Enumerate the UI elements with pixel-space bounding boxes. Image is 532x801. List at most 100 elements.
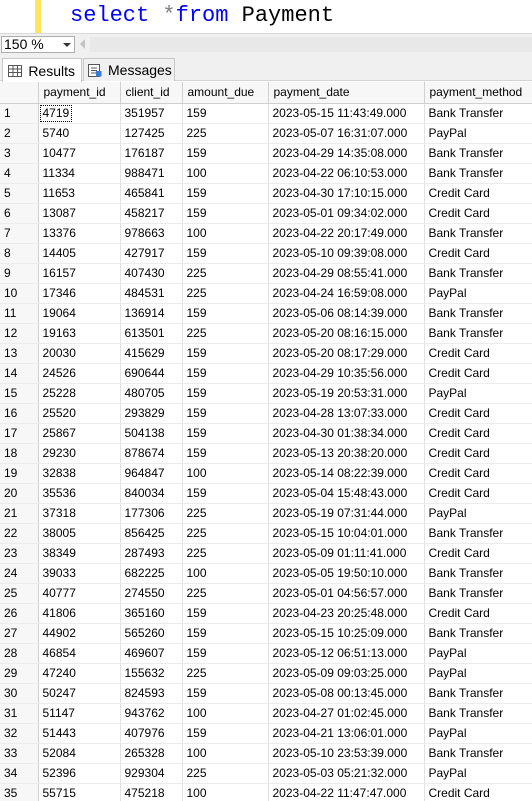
cell-client-id[interactable]: 351957 [120,103,183,124]
cell-payment-date[interactable]: 2023-05-14 08:22:39.000 [268,463,425,484]
table-row[interactable]: 30 50247 824593 159 2023-05-08 00:13:45.000 B… [0,683,532,704]
row-number[interactable]: 33 [0,743,39,764]
cell-client-id[interactable]: 265328 [120,743,183,764]
cell-amount-due[interactable]: 159 [182,483,269,504]
cell-payment-method[interactable]: PayPal [424,763,532,784]
row-number[interactable]: 23 [0,543,39,564]
cell-payment-method[interactable]: Credit Card [424,183,532,204]
cell-client-id[interactable]: 176187 [120,143,183,164]
row-number[interactable]: 35 [0,783,39,801]
cell-payment-id[interactable]: 55715 [38,783,121,801]
zoom-select[interactable]: 150 % [1,36,75,53]
cell-amount-due[interactable]: 159 [182,403,269,424]
row-number[interactable]: 25 [0,583,39,604]
cell-payment-date[interactable]: 2023-05-04 15:48:43.000 [268,483,425,504]
cell-payment-method[interactable]: Bank Transfer [424,143,532,164]
cell-amount-due[interactable]: 159 [182,343,269,364]
row-number[interactable]: 18 [0,443,39,464]
results-grid[interactable]: payment_id client_id amount_due payment_… [0,82,532,801]
cell-amount-due[interactable]: 159 [182,243,269,264]
cell-client-id[interactable]: 929304 [120,763,183,784]
table-row[interactable]: 1 4719 351957 159 2023-05-15 11:43:49.000 Ban… [0,103,532,124]
cell-payment-id[interactable]: 38005 [38,523,121,544]
cell-payment-method[interactable]: Bank Transfer [424,263,532,284]
cell-client-id[interactable]: 964847 [120,463,183,484]
cell-amount-due[interactable]: 159 [182,183,269,204]
cell-payment-id[interactable]: 13376 [38,223,121,244]
cell-payment-date[interactable]: 2023-05-09 01:11:41.000 [268,543,425,564]
cell-payment-id[interactable]: 41806 [38,603,121,624]
cell-payment-date[interactable]: 2023-04-22 11:47:47.000 [268,783,425,801]
table-row[interactable]: 13 20030 415629 159 2023-05-20 08:17:29.000 C… [0,343,532,364]
row-number[interactable]: 16 [0,403,39,424]
row-number[interactable]: 1 [0,103,39,124]
cell-payment-method[interactable]: Bank Transfer [424,223,532,244]
cell-payment-method[interactable]: Bank Transfer [424,683,532,704]
cell-payment-method[interactable]: Credit Card [424,603,532,624]
cell-amount-due[interactable]: 159 [182,363,269,384]
grid-corner[interactable] [0,82,39,104]
row-number[interactable]: 10 [0,283,39,304]
cell-payment-date[interactable]: 2023-05-03 05:21:32.000 [268,763,425,784]
table-row[interactable]: 33 52084 265328 100 2023-05-10 23:53:39.000 B… [0,743,532,764]
cell-payment-date[interactable]: 2023-04-29 08:55:41.000 [268,263,425,284]
cell-payment-id[interactable]: 14405 [38,243,121,264]
cell-payment-id[interactable]: 51443 [38,723,121,744]
cell-amount-due[interactable]: 100 [182,563,269,584]
cell-amount-due[interactable]: 225 [182,283,269,304]
cell-payment-id[interactable]: 35536 [38,483,121,504]
cell-client-id[interactable]: 427917 [120,243,183,264]
chevron-down-icon[interactable] [63,43,71,47]
cell-payment-method[interactable]: Bank Transfer [424,523,532,544]
query-text[interactable]: select *from Payment [70,3,334,29]
cell-amount-due[interactable]: 159 [182,423,269,444]
cell-payment-method[interactable]: PayPal [424,723,532,744]
cell-payment-id[interactable]: 47240 [38,663,121,684]
cell-payment-method[interactable]: Bank Transfer [424,163,532,184]
cell-payment-date[interactable]: 2023-05-19 20:53:31.000 [268,383,425,404]
cell-client-id[interactable]: 415629 [120,343,183,364]
cell-payment-date[interactable]: 2023-05-06 08:14:39.000 [268,303,425,324]
row-number[interactable]: 27 [0,623,39,644]
row-number[interactable]: 24 [0,563,39,584]
cell-payment-date[interactable]: 2023-05-13 20:38:20.000 [268,443,425,464]
scroll-left-arrow-icon[interactable] [80,39,85,49]
cell-payment-id[interactable]: 4719 [38,103,121,124]
cell-client-id[interactable]: 458217 [120,203,183,224]
table-row[interactable]: 9 16157 407430 225 2023-04-29 08:55:41.000 Ba… [0,263,532,284]
table-row[interactable]: 28 46854 469607 159 2023-05-12 06:51:13.000 P… [0,643,532,664]
cell-payment-date[interactable]: 2023-04-22 06:10:53.000 [268,163,425,184]
table-row[interactable]: 24 39033 682225 100 2023-05-05 19:50:10.000 B… [0,563,532,584]
cell-payment-date[interactable]: 2023-05-08 00:13:45.000 [268,683,425,704]
cell-payment-method[interactable]: Bank Transfer [424,703,532,724]
cell-amount-due[interactable]: 225 [182,583,269,604]
row-number[interactable]: 26 [0,603,39,624]
cell-amount-due[interactable]: 159 [182,303,269,324]
cell-payment-method[interactable]: Credit Card [424,243,532,264]
table-row[interactable]: 26 41806 365160 159 2023-04-23 20:25:48.000 C… [0,603,532,624]
cell-payment-id[interactable]: 11334 [38,163,121,184]
cell-payment-date[interactable]: 2023-05-01 04:56:57.000 [268,583,425,604]
cell-amount-due[interactable]: 159 [182,723,269,744]
cell-payment-id[interactable]: 37318 [38,503,121,524]
table-row[interactable]: 3 10477 176187 159 2023-04-29 14:35:08.000 Ba… [0,143,532,164]
table-row[interactable]: 35 55715 475218 100 2023-04-22 11:47:47.000 C… [0,783,532,801]
cell-payment-date[interactable]: 2023-05-15 10:25:09.000 [268,623,425,644]
row-number[interactable]: 13 [0,343,39,364]
cell-payment-id[interactable]: 29230 [38,443,121,464]
table-row[interactable]: 27 44902 565260 159 2023-05-15 10:25:09.000 B… [0,623,532,644]
column-header-amount-due[interactable]: amount_due [182,82,269,104]
cell-payment-method[interactable]: Credit Card [424,343,532,364]
cell-payment-method[interactable]: PayPal [424,503,532,524]
cell-payment-date[interactable]: 2023-05-15 11:43:49.000 [268,103,425,124]
cell-payment-date[interactable]: 2023-05-05 19:50:10.000 [268,563,425,584]
row-number[interactable]: 19 [0,463,39,484]
cell-amount-due[interactable]: 100 [182,743,269,764]
table-row[interactable]: 20 35536 840034 159 2023-05-04 15:48:43.000 C… [0,483,532,504]
tab-messages[interactable]: Messages [83,58,175,81]
cell-amount-due[interactable]: 225 [182,523,269,544]
cell-amount-due[interactable]: 159 [182,143,269,164]
cell-payment-id[interactable]: 46854 [38,643,121,664]
cell-client-id[interactable]: 480705 [120,383,183,404]
cell-payment-method[interactable]: Bank Transfer [424,743,532,764]
